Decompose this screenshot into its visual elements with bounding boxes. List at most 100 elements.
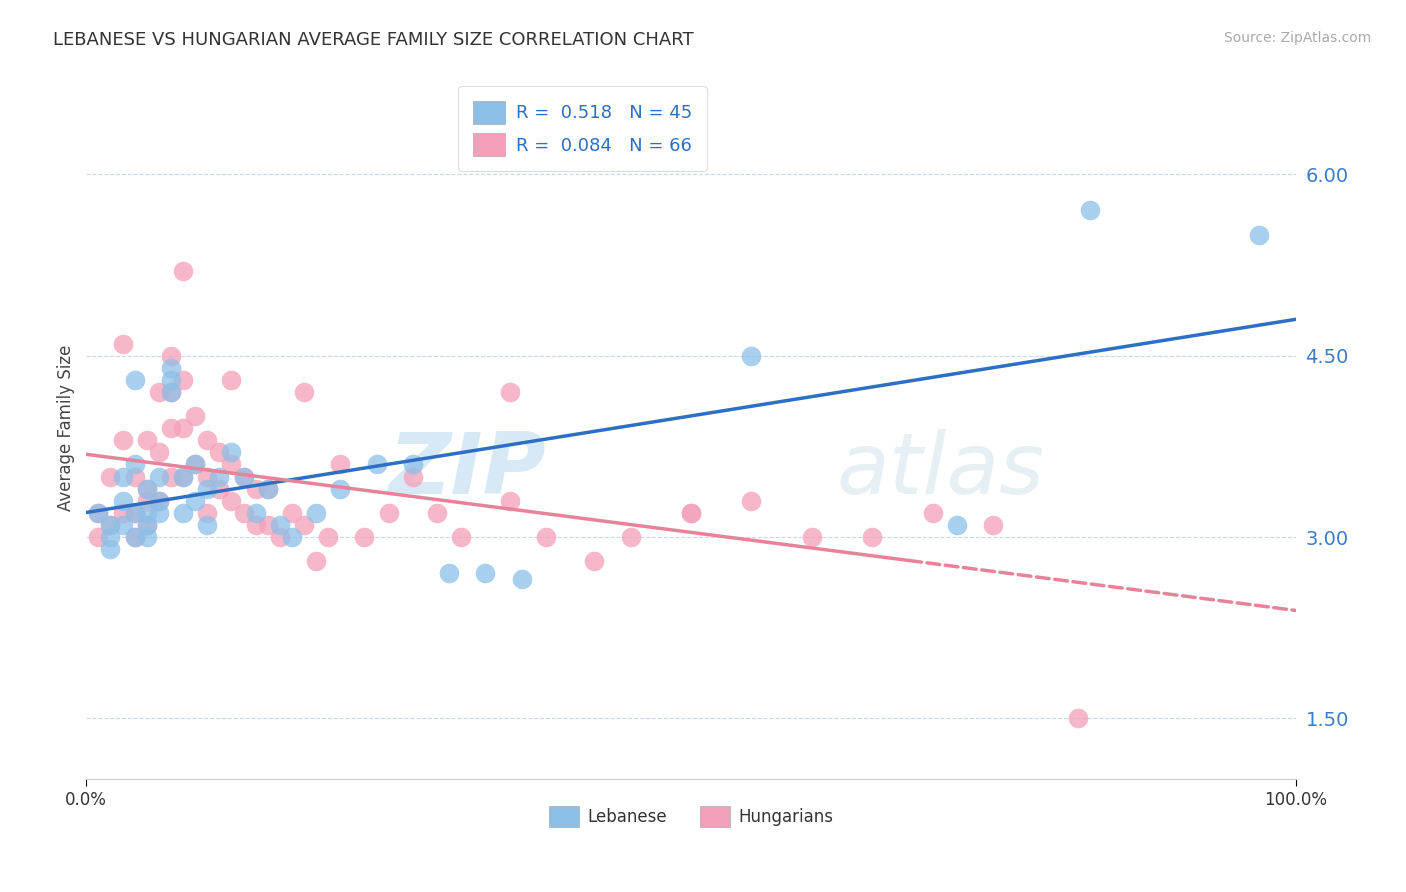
Point bbox=[221, 458, 243, 472]
Point bbox=[292, 384, 315, 399]
Point bbox=[208, 482, 231, 496]
Point bbox=[160, 373, 183, 387]
Point bbox=[474, 566, 496, 581]
Point bbox=[160, 384, 183, 399]
Point bbox=[245, 517, 267, 532]
Point bbox=[256, 482, 278, 496]
Point bbox=[195, 469, 218, 483]
Point bbox=[148, 445, 170, 459]
Point bbox=[111, 493, 134, 508]
Point bbox=[366, 458, 388, 472]
Point bbox=[124, 458, 146, 472]
Text: LEBANESE VS HUNGARIAN AVERAGE FAMILY SIZE CORRELATION CHART: LEBANESE VS HUNGARIAN AVERAGE FAMILY SIZ… bbox=[53, 31, 695, 49]
Point bbox=[402, 458, 425, 472]
Point bbox=[1249, 227, 1271, 242]
Point bbox=[281, 530, 304, 544]
Point bbox=[87, 530, 110, 544]
Point bbox=[740, 349, 762, 363]
Point bbox=[111, 517, 134, 532]
Point bbox=[1067, 711, 1090, 725]
Point bbox=[860, 530, 883, 544]
Point bbox=[679, 506, 702, 520]
Point bbox=[160, 469, 183, 483]
Point bbox=[184, 458, 207, 472]
Point bbox=[353, 530, 375, 544]
Point bbox=[124, 530, 146, 544]
Point bbox=[292, 517, 315, 532]
Point bbox=[195, 506, 218, 520]
Point bbox=[946, 517, 969, 532]
Point bbox=[148, 493, 170, 508]
Point bbox=[100, 517, 122, 532]
Point bbox=[172, 421, 194, 435]
Point bbox=[450, 530, 472, 544]
Point bbox=[148, 469, 170, 483]
Point bbox=[619, 530, 641, 544]
Point bbox=[195, 482, 218, 496]
Point bbox=[135, 530, 157, 544]
Text: ZIP: ZIP bbox=[388, 429, 546, 512]
Point bbox=[498, 493, 520, 508]
Point bbox=[111, 434, 134, 448]
Point bbox=[184, 458, 207, 472]
Point bbox=[583, 554, 606, 568]
Point bbox=[269, 530, 291, 544]
Point bbox=[426, 506, 449, 520]
Point bbox=[195, 434, 218, 448]
Point bbox=[100, 469, 122, 483]
Point bbox=[160, 421, 183, 435]
Point bbox=[135, 482, 157, 496]
Y-axis label: Average Family Size: Average Family Size bbox=[58, 345, 75, 511]
Point bbox=[245, 482, 267, 496]
Point bbox=[256, 482, 278, 496]
Point bbox=[305, 554, 328, 568]
Point bbox=[87, 506, 110, 520]
Point bbox=[160, 384, 183, 399]
Point bbox=[184, 493, 207, 508]
Point bbox=[135, 482, 157, 496]
Point bbox=[740, 493, 762, 508]
Point bbox=[160, 360, 183, 375]
Point bbox=[195, 517, 218, 532]
Point bbox=[148, 506, 170, 520]
Point bbox=[498, 384, 520, 399]
Point bbox=[232, 469, 254, 483]
Point bbox=[208, 445, 231, 459]
Point bbox=[135, 506, 157, 520]
Point bbox=[148, 493, 170, 508]
Point bbox=[437, 566, 460, 581]
Point bbox=[800, 530, 823, 544]
Point bbox=[135, 434, 157, 448]
Point bbox=[221, 373, 243, 387]
Point bbox=[679, 506, 702, 520]
Point bbox=[221, 493, 243, 508]
Point bbox=[184, 409, 207, 423]
Point bbox=[172, 469, 194, 483]
Point bbox=[534, 530, 557, 544]
Text: atlas: atlas bbox=[837, 429, 1045, 512]
Point bbox=[377, 506, 399, 520]
Point bbox=[305, 506, 328, 520]
Point bbox=[316, 530, 339, 544]
Point bbox=[172, 264, 194, 278]
Point bbox=[135, 493, 157, 508]
Point bbox=[124, 373, 146, 387]
Point bbox=[135, 517, 157, 532]
Point bbox=[329, 482, 352, 496]
Point bbox=[402, 469, 425, 483]
Point bbox=[111, 469, 134, 483]
Point bbox=[135, 517, 157, 532]
Point bbox=[329, 458, 352, 472]
Point bbox=[111, 336, 134, 351]
Legend: Lebanese, Hungarians: Lebanese, Hungarians bbox=[543, 799, 839, 834]
Point bbox=[111, 506, 134, 520]
Point bbox=[124, 530, 146, 544]
Point bbox=[256, 517, 278, 532]
Point bbox=[232, 469, 254, 483]
Point bbox=[232, 506, 254, 520]
Point bbox=[221, 445, 243, 459]
Point bbox=[172, 506, 194, 520]
Point bbox=[281, 506, 304, 520]
Point bbox=[124, 469, 146, 483]
Point bbox=[124, 506, 146, 520]
